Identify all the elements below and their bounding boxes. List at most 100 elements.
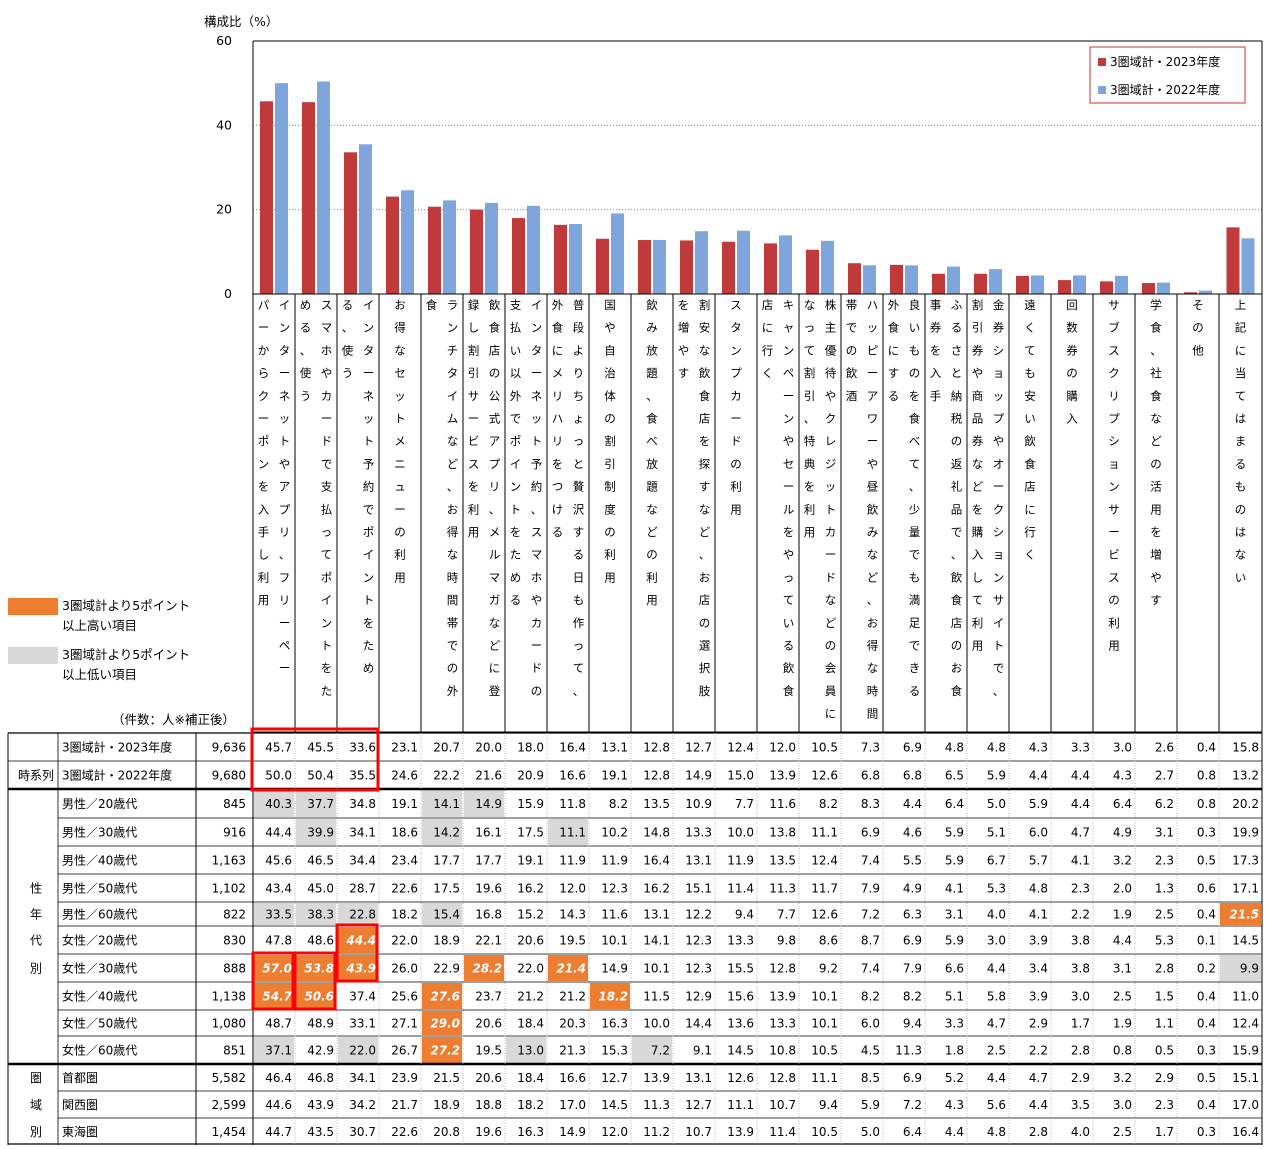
table-cell: 13.2 xyxy=(1232,769,1259,783)
column-header-char: ク xyxy=(993,502,1005,516)
column-header-char: ょ xyxy=(573,412,585,426)
column-header-char: る xyxy=(552,525,564,539)
column-header-char: 入 xyxy=(258,502,270,516)
table-cell: 7.7 xyxy=(777,908,796,922)
table-cell: 5.1 xyxy=(945,990,964,1004)
column-header-char: 贅 xyxy=(573,480,585,494)
bar-2023 xyxy=(470,209,483,294)
row-group-label: 性 xyxy=(30,882,42,896)
column-header-char: シ xyxy=(993,525,1005,539)
table-cell: 21.7 xyxy=(391,1098,418,1112)
count-header: （件数：人※補正後） xyxy=(112,712,235,727)
column-header-char: ム xyxy=(447,412,459,426)
column-header-char: く xyxy=(1024,321,1036,335)
table-cell: 0.4 xyxy=(1197,990,1216,1004)
row-label: 東海圏 xyxy=(62,1124,98,1139)
column-header-char: ー xyxy=(531,366,543,380)
bar-2023 xyxy=(1100,281,1113,294)
table-cell: 11.3 xyxy=(895,1044,922,1058)
column-header-char: 、 xyxy=(489,502,501,516)
table-cell: 23.1 xyxy=(391,741,418,755)
table-cell: 46.8 xyxy=(307,1071,334,1085)
table-cell: 50.0 xyxy=(265,769,292,783)
column-header-char: ン xyxy=(783,343,795,357)
column-header-char: イ xyxy=(993,616,1005,630)
column-header-char: っ xyxy=(321,525,333,539)
table-cell: 22.0 xyxy=(391,934,418,948)
cell-high-bg xyxy=(254,983,294,1009)
table-cell: 10.7 xyxy=(685,1125,712,1139)
table-cell: 18.6 xyxy=(391,826,418,840)
column-header-char: タ xyxy=(730,321,742,335)
table-cell: 4.9 xyxy=(903,882,922,896)
column-header-char: ー xyxy=(363,366,375,380)
column-header-char: 題 xyxy=(646,366,658,380)
column-header-char: 店 xyxy=(489,343,501,357)
column-header-char: ー xyxy=(1108,525,1120,539)
key-high-label: 3圏域計より5ポイント以上高い項目 xyxy=(62,598,190,633)
row-count: 2,599 xyxy=(212,1098,246,1112)
column-header-char: プ xyxy=(1108,412,1120,426)
column-header-char: の xyxy=(730,457,742,471)
column-header-char: 行 xyxy=(1024,525,1036,539)
table-cell: 8.5 xyxy=(861,1071,880,1085)
row-group-label: 代 xyxy=(30,934,42,948)
column-header-char: 治 xyxy=(604,366,616,380)
column-header-char: 探 xyxy=(699,457,711,471)
column-header-char: 飲 xyxy=(951,570,963,584)
column-header-char: 飲 xyxy=(867,502,879,516)
table-cell: 3.2 xyxy=(1113,1071,1132,1085)
column-header-char: 入 xyxy=(1066,412,1078,426)
column-header-char: 手 xyxy=(258,525,270,539)
row-count: 851 xyxy=(223,1044,246,1058)
column-header-char: 食 xyxy=(783,684,795,698)
table-cell: 11.1 xyxy=(559,826,586,840)
column-header-char: い xyxy=(1024,412,1036,426)
row-group-label: 域 xyxy=(30,1098,42,1112)
column-header-char: お xyxy=(699,570,711,584)
column-header-char: タ xyxy=(363,343,375,357)
table-cell: 13.3 xyxy=(727,934,754,948)
column-header-char: て xyxy=(573,661,585,675)
column-header-char: サ xyxy=(993,593,1005,607)
table-cell: 10.1 xyxy=(811,1017,838,1031)
column-header-char: ョ xyxy=(1108,457,1120,471)
table-cell: 21.5 xyxy=(433,1071,460,1085)
table-cell: 12.8 xyxy=(643,769,670,783)
table-cell: 13.1 xyxy=(685,854,712,868)
table-cell: 11.8 xyxy=(559,797,586,811)
column-header-char: ャ xyxy=(783,321,795,335)
table-cell: 5.6 xyxy=(987,1098,1006,1112)
column-header-char: も xyxy=(1235,480,1247,494)
table-cell: 3.1 xyxy=(1155,826,1174,840)
column-header-char: な xyxy=(447,548,459,562)
table-cell: 6.4 xyxy=(945,797,964,811)
column-header-char: で xyxy=(846,321,858,335)
column-header-char: っ xyxy=(783,570,795,584)
column-header-char: キ xyxy=(783,298,795,312)
table-cell: 13.1 xyxy=(601,741,628,755)
column-header-char: の xyxy=(447,661,459,675)
table-cell: 13.0 xyxy=(517,1044,544,1058)
table-cell: 17.0 xyxy=(559,1098,586,1112)
table-cell: 2.9 xyxy=(1029,1017,1048,1031)
table-cell: 2.5 xyxy=(1155,908,1174,922)
table-cell: 16.2 xyxy=(643,882,670,896)
bar-2022 xyxy=(443,200,456,294)
cell-low-bg xyxy=(1220,955,1261,981)
column-header-char: 利 xyxy=(1108,616,1120,630)
table-cell: 2.7 xyxy=(1155,769,1174,783)
column-header-char: 手 xyxy=(930,389,942,403)
table-cell: 12.3 xyxy=(685,934,712,948)
table-cell: 12.8 xyxy=(643,741,670,755)
column-header-char: ペ xyxy=(279,639,291,653)
column-header-char: り xyxy=(573,366,585,380)
key-low-swatch xyxy=(8,647,58,664)
column-header-char: 、 xyxy=(646,389,658,403)
row-count: 9,636 xyxy=(212,741,246,755)
row-label: 首都圏 xyxy=(62,1071,98,1085)
column-header-char: カ xyxy=(825,525,837,539)
cell-low-bg xyxy=(548,819,588,845)
column-header-char: 会 xyxy=(825,661,837,675)
column-header-char: や xyxy=(531,593,543,607)
